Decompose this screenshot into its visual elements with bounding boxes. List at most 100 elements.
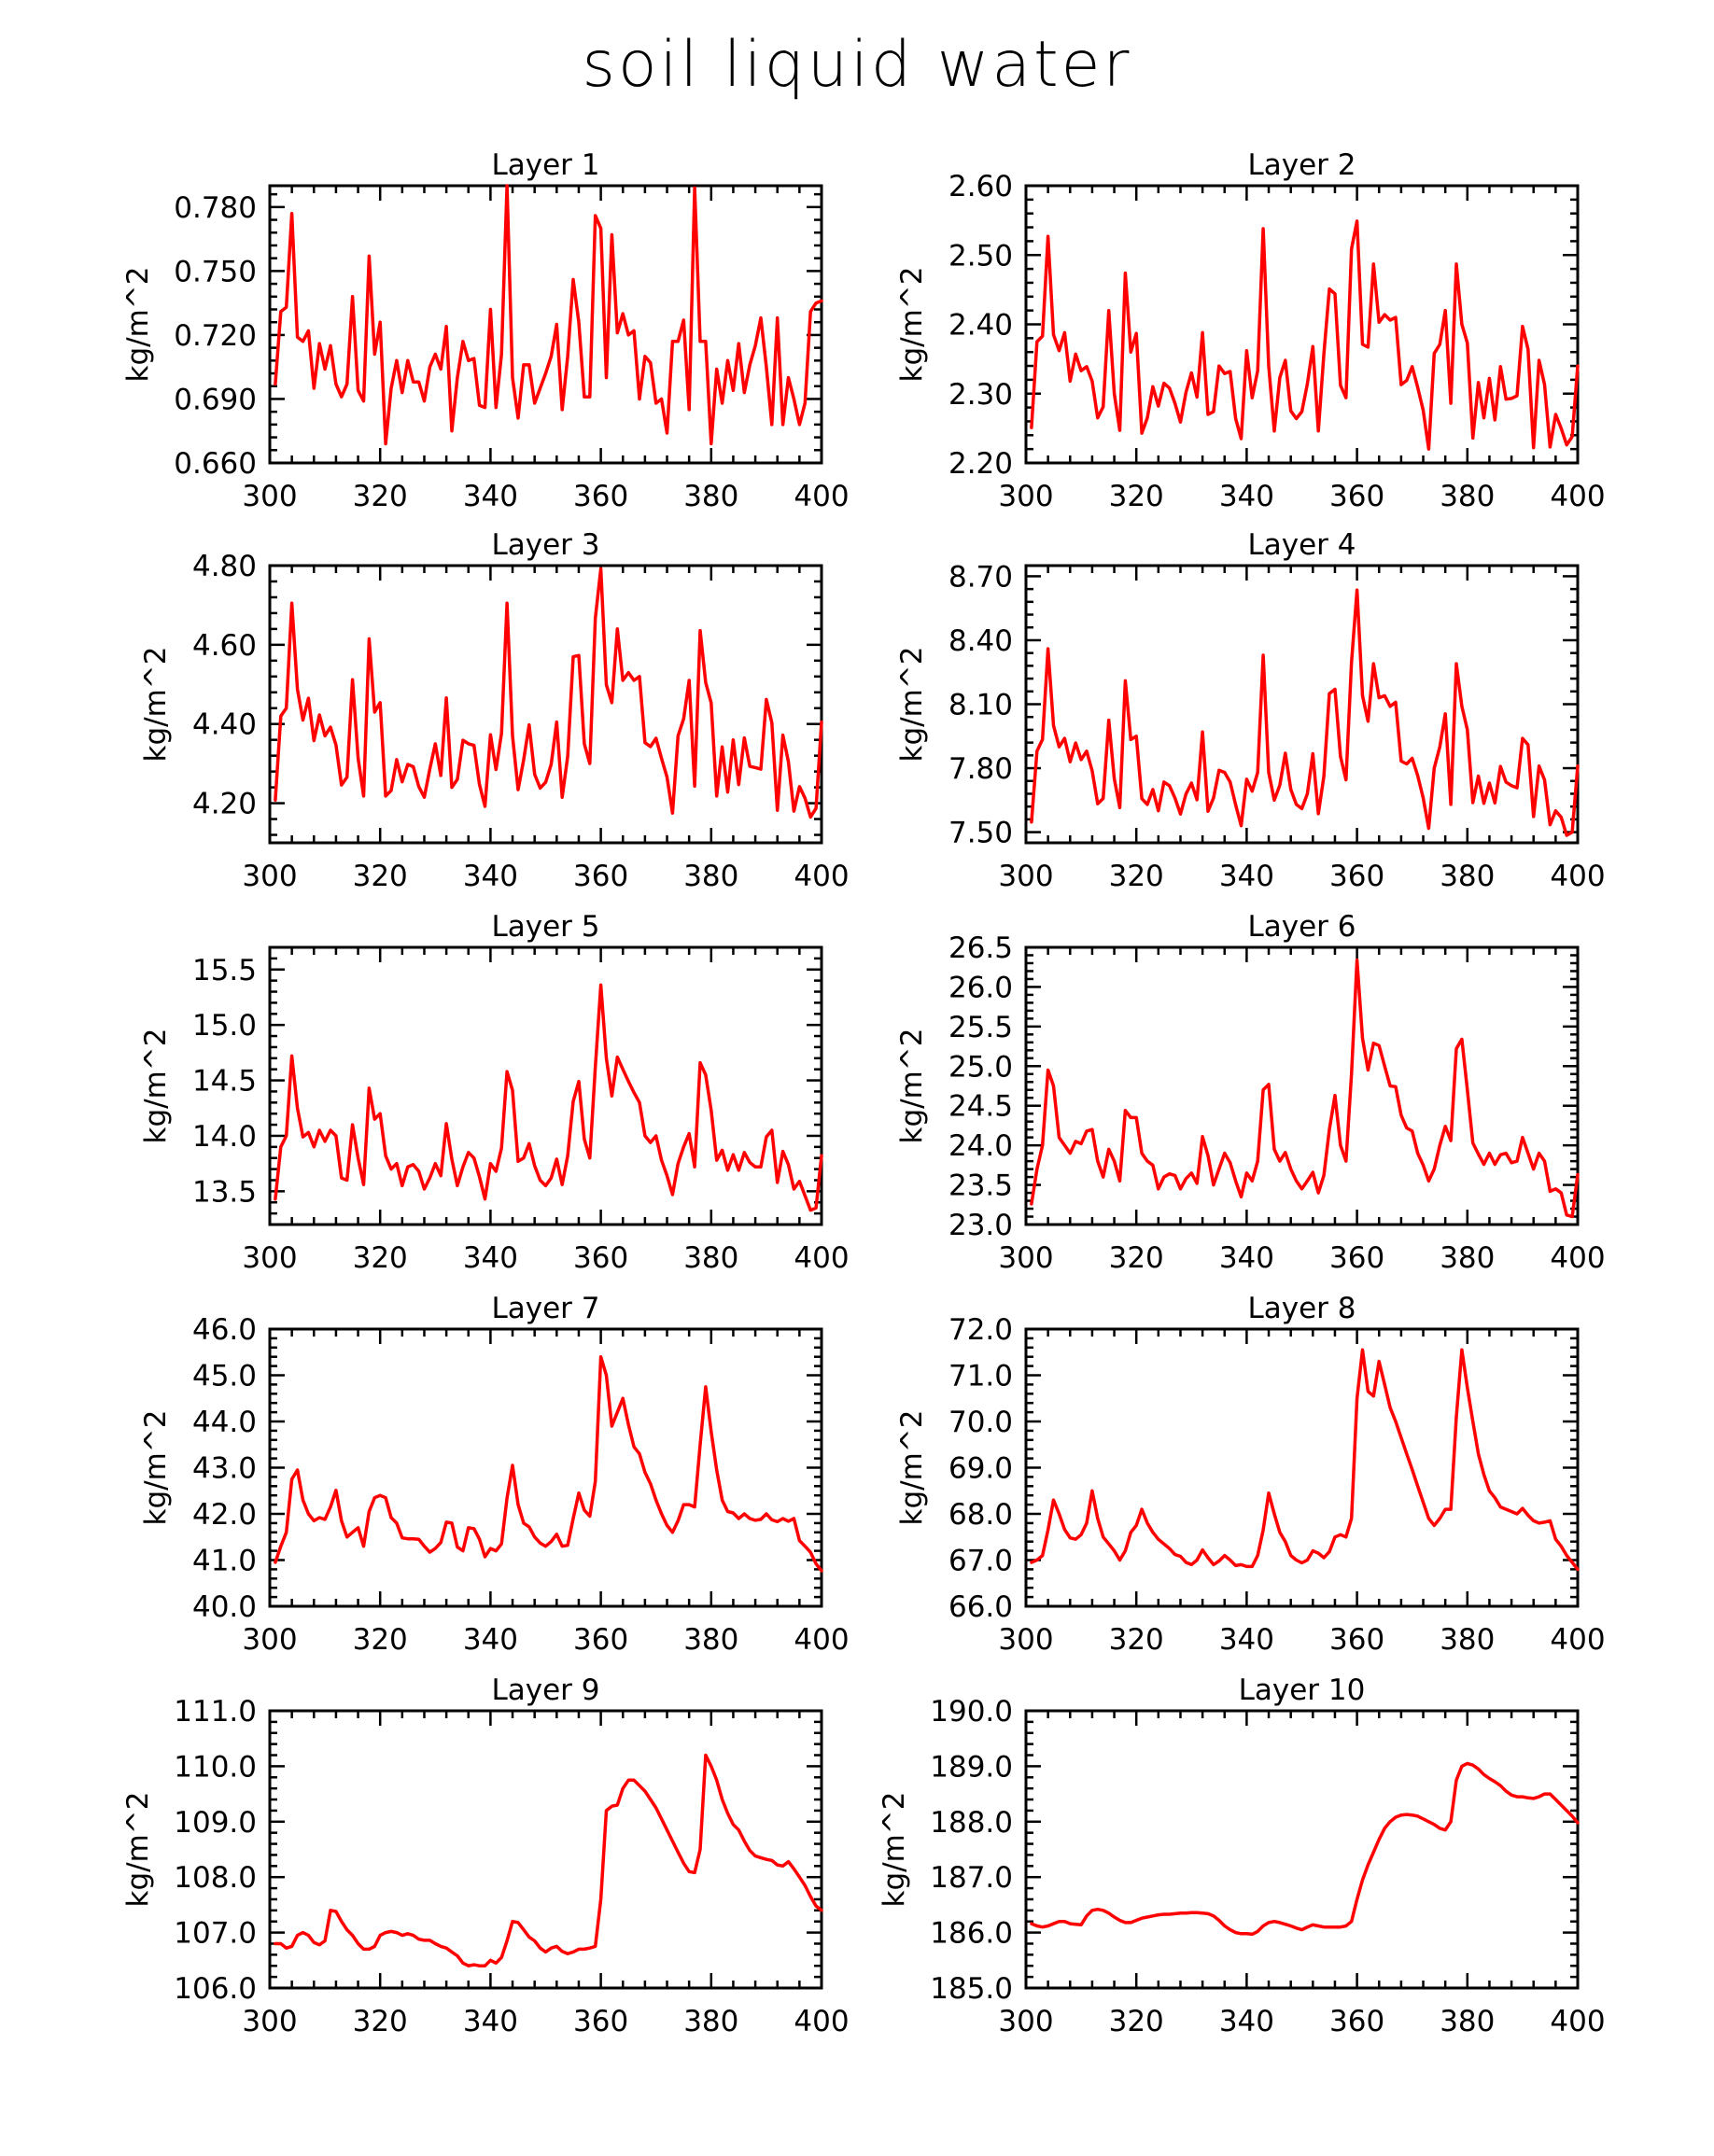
x-tick-label: 400 [794,860,849,893]
x-tick-label: 380 [1440,1241,1495,1275]
y-tick-label: 8.10 [948,689,1013,722]
y-tick-label: 4.20 [192,788,257,821]
series-line [1030,588,1580,837]
series-line [274,1354,823,1573]
series-line [1030,958,1580,1219]
x-tick-label: 320 [353,1241,408,1275]
x-tick-label: 340 [1219,1623,1274,1657]
y-axis-label: kg/m^2 [895,1029,929,1144]
chart-panel-3: Layer 3 300 320 340 360 380 400 4.20 4.40 4.60 4.8… [139,528,850,893]
panel-title: Layer 5 [491,910,599,944]
chart-panel-6: Layer 6 300 320 340 360 380 400 23.0 23.5 24.0 24.… [895,910,1606,1275]
x-tick-label: 400 [1550,1623,1605,1657]
x-tick-label: 300 [242,1241,297,1275]
y-tick-label: 72.0 [948,1313,1013,1347]
chart-panel-4: Layer 4 300 320 340 360 380 400 7.50 7.80 8.10 8.4… [895,528,1606,893]
x-tick-label: 320 [1109,860,1164,893]
y-tick-label: 0.720 [174,319,257,353]
y-tick-label: 13.5 [192,1175,257,1209]
y-tick-label: 46.0 [192,1313,257,1347]
y-tick-label: 14.0 [192,1120,257,1154]
y-tick-label: 15.5 [192,954,257,987]
panel-title: Layer 10 [1239,1673,1366,1707]
y-tick-label: 2.60 [948,170,1013,203]
x-tick-label: 320 [353,1623,408,1657]
y-tick-label: 69.0 [948,1452,1013,1486]
y-tick-label: 2.50 [948,239,1013,273]
y-axis-label: kg/m^2 [139,1410,173,1526]
y-tick-label: 109.0 [174,1806,257,1840]
plot-frame [1024,1709,1580,1990]
y-tick-label: 14.5 [192,1065,257,1099]
plot-frame [268,1709,823,1990]
x-tick-label: 340 [463,2005,518,2038]
x-tick-label: 360 [1329,480,1384,513]
y-tick-label: 24.5 [948,1090,1013,1124]
y-axis-label: kg/m^2 [139,647,173,763]
x-tick-label: 400 [794,1623,849,1657]
x-tick-label: 380 [1440,860,1495,893]
x-tick-label: 320 [353,2005,408,2038]
y-tick-label: 0.780 [174,191,257,225]
series-line [274,983,823,1212]
y-tick-label: 44.0 [192,1406,257,1439]
x-tick-label: 380 [683,860,738,893]
x-tick-label: 300 [998,2005,1053,2038]
plot-frame [1024,945,1580,1226]
x-tick-label: 300 [242,480,297,513]
x-tick-label: 320 [1109,2005,1164,2038]
y-tick-label: 190.0 [930,1695,1013,1729]
y-tick-label: 67.0 [948,1545,1013,1578]
y-tick-label: 25.0 [948,1050,1013,1084]
y-tick-label: 0.750 [174,255,257,288]
y-tick-label: 15.0 [192,1009,257,1043]
x-tick-label: 340 [463,1241,518,1275]
x-tick-label: 320 [1109,1623,1164,1657]
panel-title: Layer 3 [491,528,599,562]
x-tick-label: 320 [1109,1241,1164,1275]
y-tick-label: 7.80 [948,752,1013,786]
y-tick-label: 41.0 [192,1545,257,1578]
y-tick-label: 4.60 [192,629,257,663]
y-tick-label: 185.0 [930,1972,1013,2006]
x-tick-label: 320 [353,480,408,513]
x-tick-label: 360 [573,2005,628,2038]
x-tick-label: 400 [1550,860,1605,893]
y-tick-label: 23.5 [948,1169,1013,1203]
x-tick-label: 360 [573,1623,628,1657]
y-axis-label: kg/m^2 [895,647,929,763]
x-tick-label: 360 [573,480,628,513]
y-axis-label: kg/m^2 [895,267,929,383]
y-tick-label: 2.40 [948,309,1013,343]
y-tick-label: 26.0 [948,971,1013,1004]
panel-title: Layer 2 [1247,148,1356,182]
x-tick-label: 300 [998,860,1053,893]
x-tick-label: 380 [683,2005,738,2038]
y-axis-label: kg/m^2 [878,1792,911,1908]
chart-panel-9: Layer 9 300 320 340 360 380 400 106.0 107.0 108.0… [121,1673,850,2038]
plot-frame [268,1327,823,1608]
y-tick-label: 0.660 [174,447,257,481]
y-tick-label: 187.0 [930,1861,1013,1895]
y-tick-label: 66.0 [948,1590,1013,1624]
y-tick-label: 8.70 [948,560,1013,594]
y-tick-label: 188.0 [930,1806,1013,1840]
series-line [1030,1761,1580,1937]
x-tick-label: 380 [1440,480,1495,513]
chart-panel-5: Layer 5 300 320 340 360 380 400 13.5 14.0 14.5 15.… [139,910,850,1275]
y-tick-label: 71.0 [948,1360,1013,1393]
x-tick-label: 300 [998,1241,1053,1275]
x-tick-label: 300 [242,860,297,893]
panel-title: Layer 8 [1247,1292,1356,1325]
x-tick-label: 400 [794,2005,849,2038]
y-tick-label: 110.0 [174,1750,257,1784]
x-tick-label: 380 [1440,1623,1495,1657]
figure-title: soil liquid water [583,28,1132,102]
x-tick-label: 400 [794,1241,849,1275]
x-tick-label: 300 [998,480,1053,513]
chart-panel-1: Layer 1 300 320 340 360 380 400 0.660 0.690 0.720… [121,148,850,513]
y-tick-label: 25.5 [948,1011,1013,1044]
y-axis-label: kg/m^2 [121,1792,155,1908]
series-line [274,1753,823,1967]
x-tick-label: 340 [1219,860,1274,893]
